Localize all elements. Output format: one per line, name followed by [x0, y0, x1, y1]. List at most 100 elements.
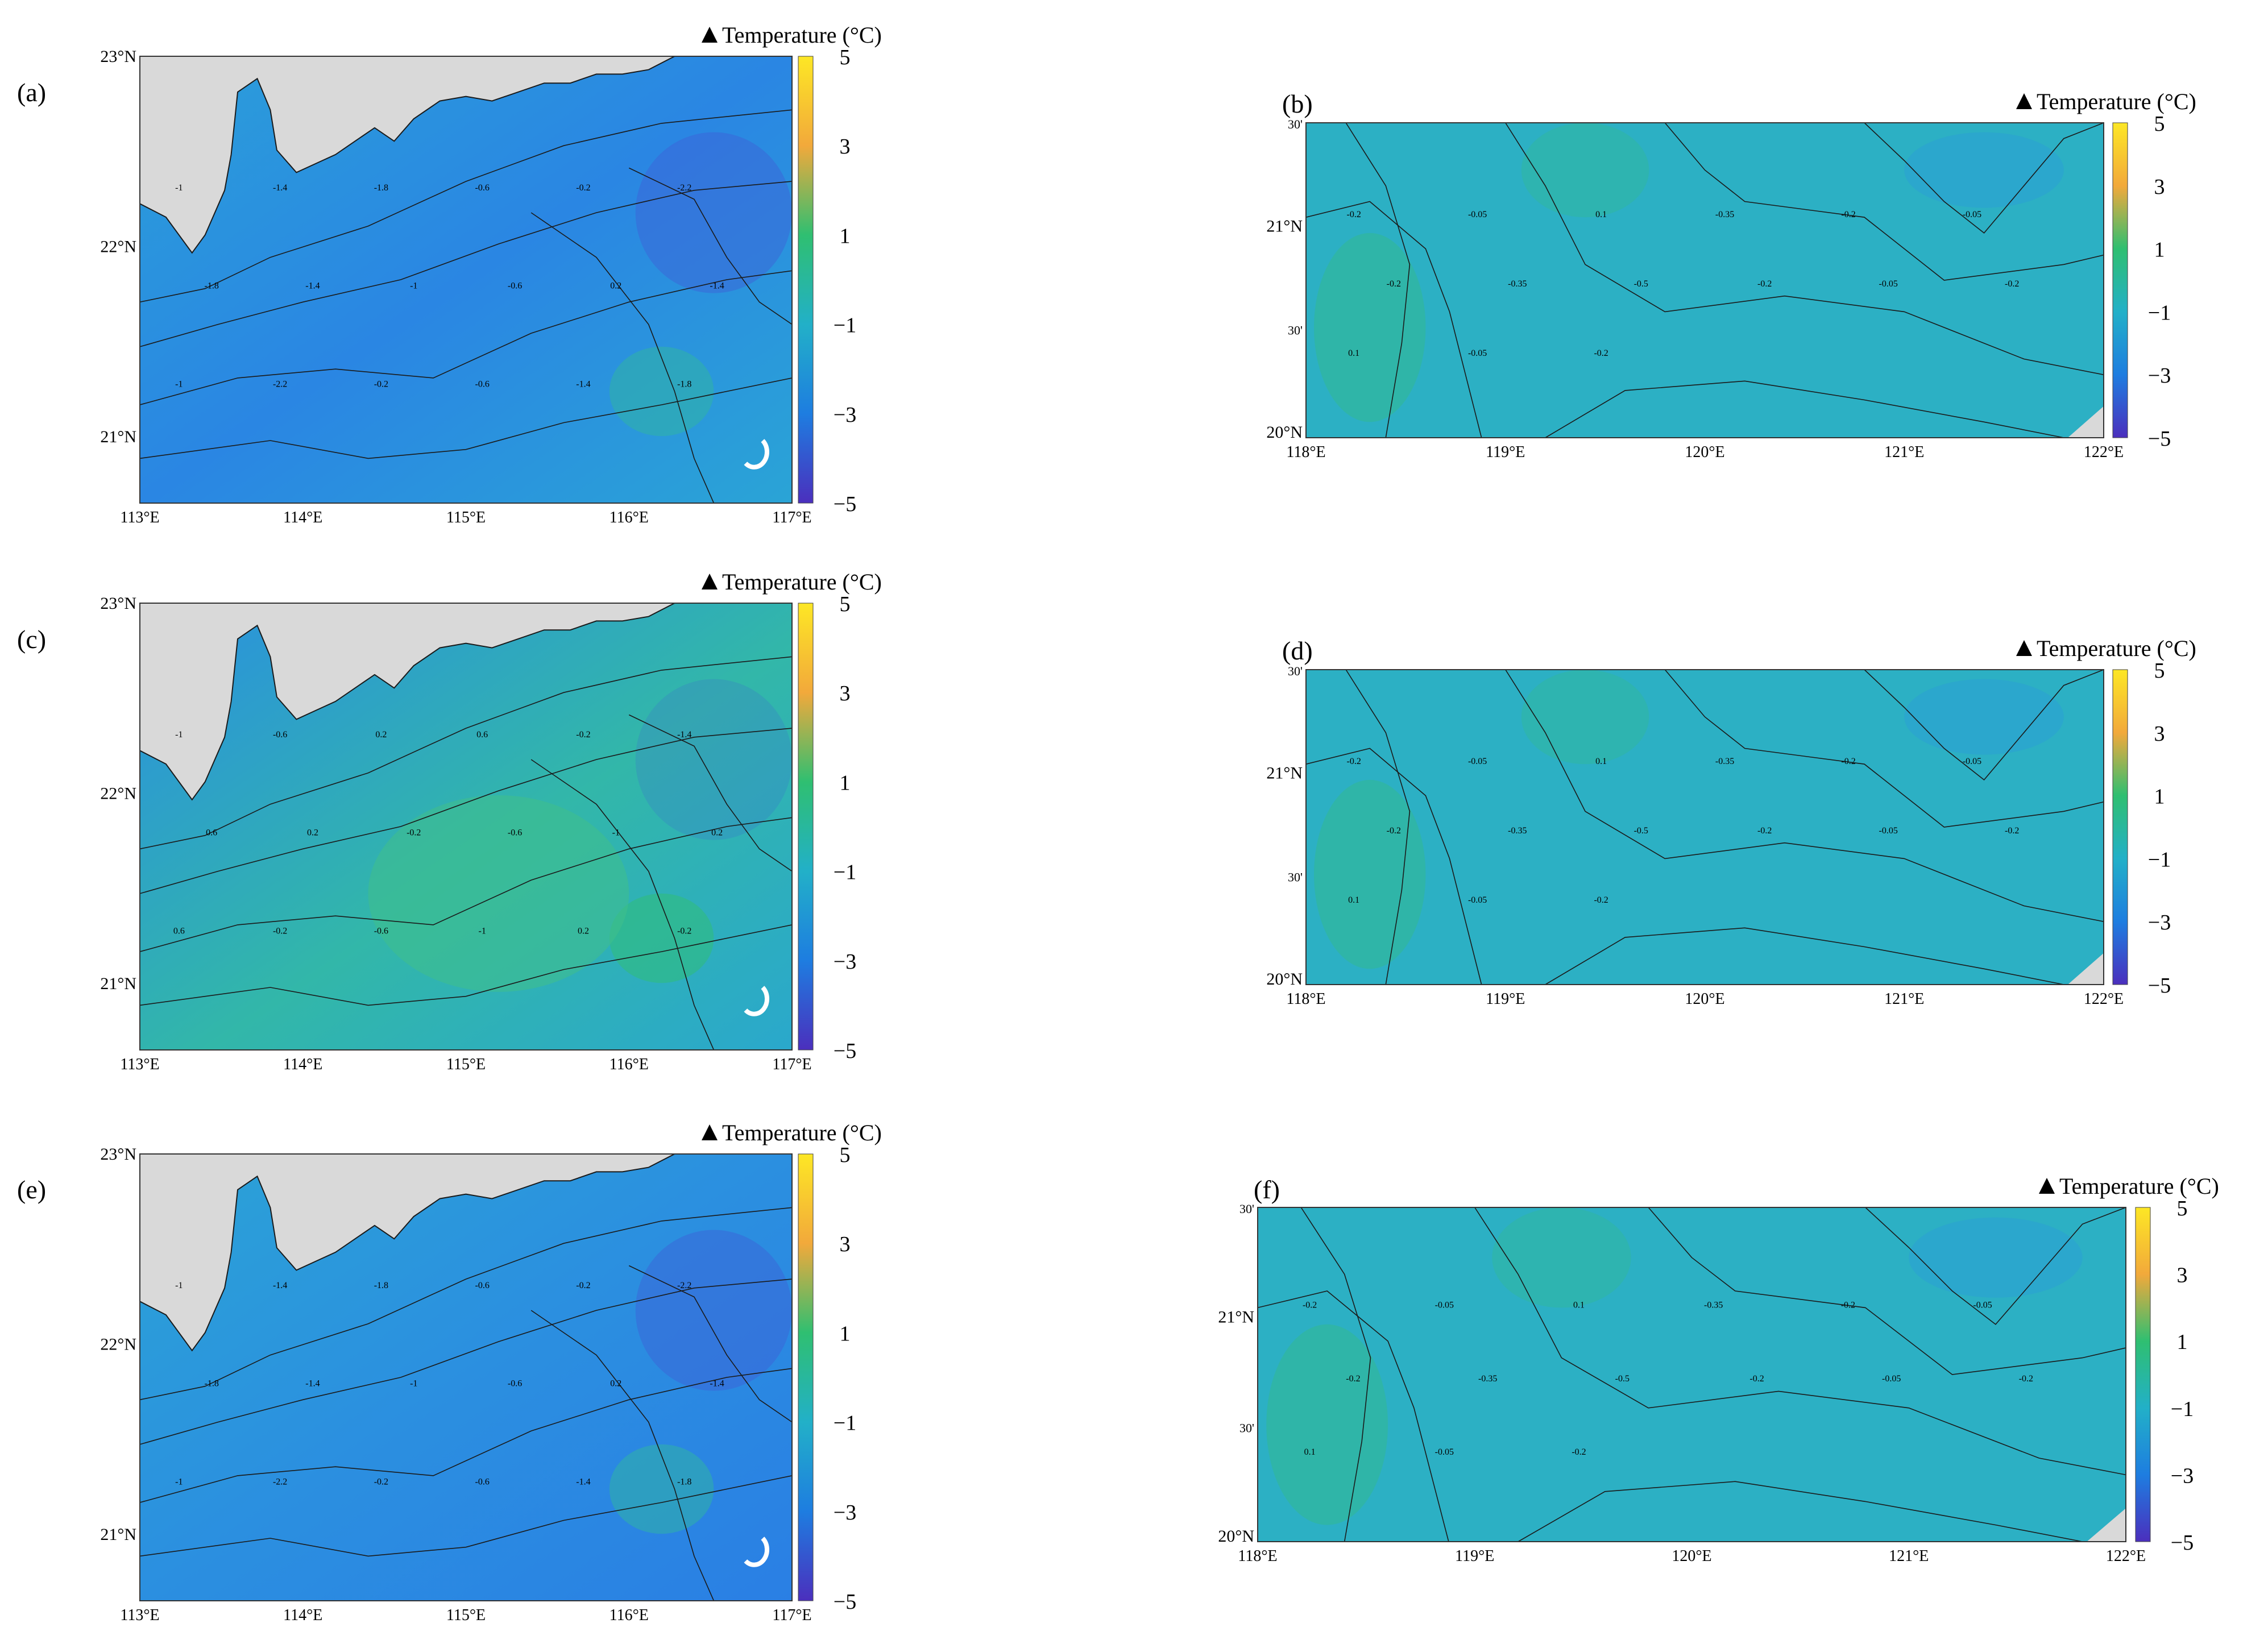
map-frame [1305, 122, 2104, 438]
lat-label: 23°N [100, 594, 136, 613]
colorbar-title: Temperature (°C) [722, 1120, 882, 1145]
contour-label: -0.6 [475, 1281, 490, 1290]
contour-label: -0.2 [2005, 826, 2019, 836]
contour-label: -0.5 [1634, 279, 1648, 289]
contour-label: -1 [410, 281, 417, 291]
colorbar-tick: 3 [840, 682, 851, 705]
contour-label: -0.2 [677, 927, 691, 936]
contour-label: -0.2 [374, 1477, 388, 1487]
colorbar-title: Temperature (°C) [2059, 1173, 2219, 1199]
contour-label: -1.4 [677, 730, 691, 740]
land-mass [140, 56, 675, 254]
lon-label: 113°E [120, 1606, 159, 1624]
contour-label: -0.6 [475, 183, 490, 193]
lon-label: 115°E [446, 1056, 486, 1073]
contour-line [1517, 1481, 2083, 1542]
colorbar-tick: −3 [2148, 911, 2171, 935]
land-mass [140, 1154, 675, 1352]
contour-line [530, 212, 715, 503]
contour-label: -1.4 [273, 183, 287, 193]
lat-label: 20°N [1266, 423, 1303, 442]
contour-line [628, 714, 792, 872]
contour-label: -0.2 [1387, 826, 1401, 836]
colorbar-tick: 1 [840, 771, 851, 795]
contour-label: 0.1 [1595, 757, 1607, 766]
colorbar-tick: 3 [840, 135, 851, 159]
contour-label: -0.2 [374, 380, 388, 389]
anomaly-patch [1492, 1207, 1631, 1308]
colorbar-tick: −3 [2171, 1464, 2194, 1488]
contour-label: -0.05 [1435, 1447, 1454, 1457]
contour-label: -2.2 [677, 1281, 691, 1290]
colorbar-title: Temperature (°C) [722, 569, 882, 595]
lon-label: 119°E [1455, 1547, 1494, 1565]
anomaly-patch [1314, 779, 1426, 969]
triangle-icon [2016, 93, 2032, 109]
contour-label: -1.8 [374, 1281, 388, 1290]
island-marker [744, 1537, 769, 1567]
land-mass [140, 603, 675, 801]
contour-label: -1.8 [677, 380, 691, 389]
colorbar-tick: 3 [2154, 722, 2165, 746]
map-area: -0.2 -0.05 0.1 -0.35 -0.2 -0.05 -0.2 -0.35 -0.5 -… [1306, 670, 2104, 985]
contour-label: -0.2 [1594, 348, 1608, 358]
lat-label: 30' [1288, 117, 1303, 131]
contour-label: -0.5 [1615, 1374, 1630, 1384]
panel-label: (c) [17, 625, 46, 654]
contour-label: -0.05 [1468, 895, 1487, 905]
contour-label: -0.2 [576, 1281, 590, 1290]
contour-line [1664, 123, 2104, 281]
contour-line [628, 1265, 792, 1423]
anomaly-patch [609, 346, 714, 437]
lat-label: 23°N [100, 47, 136, 66]
colorbar [2112, 122, 2128, 438]
contour-label: -0.05 [1468, 348, 1487, 358]
colorbar-tick: −3 [2148, 364, 2171, 388]
colorbar-tick: 3 [2177, 1264, 2188, 1288]
contour-label: -0.05 [1435, 1300, 1454, 1310]
contour-label: -1.4 [710, 1379, 724, 1389]
colorbar-title: Temperature (°C) [2037, 89, 2196, 114]
contour-line [1864, 123, 2104, 234]
lon-label: 121°E [1889, 1547, 1929, 1565]
contour-label: -0.2 [1841, 1300, 1855, 1310]
contour-label: -1.8 [205, 281, 219, 291]
island-marker [744, 986, 769, 1016]
lon-label: 121°E [1884, 443, 1924, 461]
contour-line [140, 924, 792, 1006]
contour-label: -0.05 [1879, 826, 1898, 836]
panel-label: (a) [17, 78, 46, 107]
contour-label: -2.2 [273, 1477, 287, 1487]
map-panel-c: (c) -1 -0.6 0.2 0.6 -0.2 -1.4 0.6 0.2 -0.2 -0.6 -1 0… [17, 569, 882, 1073]
contour-label: -0.2 [1347, 210, 1361, 219]
contour-label: -0.6 [508, 828, 522, 838]
map-frame [139, 56, 793, 504]
lat-label: 21°N [100, 1525, 136, 1544]
contour-label: 0.2 [307, 828, 318, 838]
colorbar-title: Temperature (°C) [722, 22, 882, 48]
lon-label: 119°E [1486, 990, 1525, 1008]
contour-line [1258, 1290, 1449, 1542]
contour-label: -0.35 [1715, 757, 1734, 766]
contour-label: 0.1 [1304, 1447, 1316, 1457]
contour-label: -1.8 [374, 183, 388, 193]
lon-label: 116°E [610, 1606, 649, 1624]
anomaly-patch [1266, 1324, 1388, 1525]
land-mass [2067, 953, 2104, 985]
anomaly-patch [609, 893, 714, 983]
contour-label: -0.2 [407, 828, 421, 838]
lon-label: 113°E [120, 1056, 159, 1073]
colorbar-title: Temperature (°C) [2037, 636, 2196, 661]
lat-label: 20°N [1218, 1527, 1254, 1546]
contour-label: -0.2 [1572, 1447, 1586, 1457]
contour-label: -1.4 [576, 1477, 590, 1487]
anomaly-patch [1904, 679, 2064, 755]
contour-label: -1 [175, 1477, 183, 1487]
island-marker [744, 439, 769, 470]
contour-label: -1.4 [273, 1281, 287, 1290]
colorbar [798, 1153, 814, 1601]
colorbar-tick: 1 [2177, 1330, 2188, 1354]
colorbar-tick: 3 [2154, 175, 2165, 199]
contour-label: 0.1 [1348, 895, 1359, 905]
contour-label: -0.6 [374, 927, 388, 936]
